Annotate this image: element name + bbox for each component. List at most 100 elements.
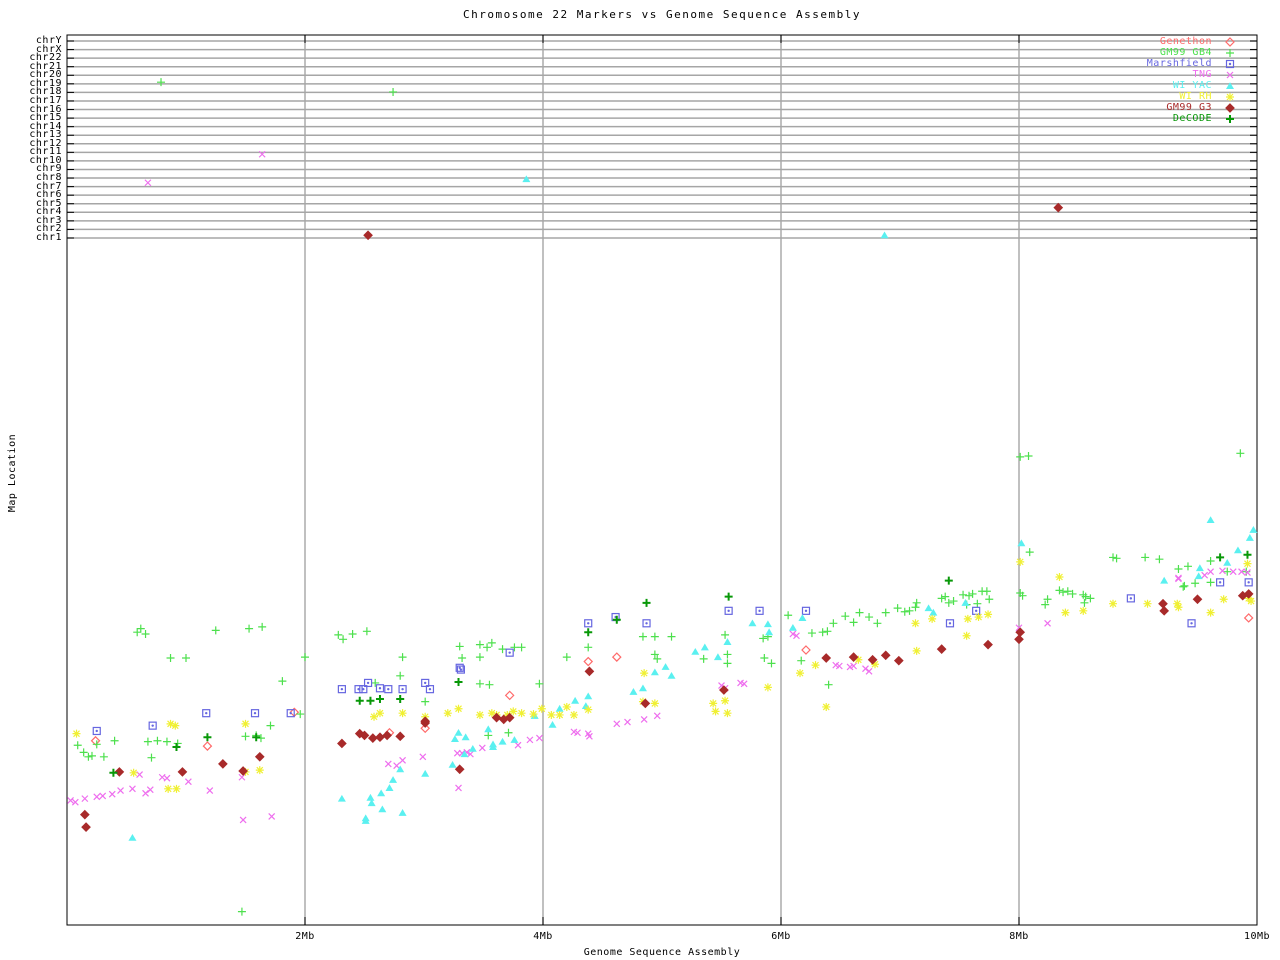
point-wi-yac bbox=[461, 733, 470, 741]
point-wi-yac bbox=[661, 663, 670, 670]
point-gm99-gb4 bbox=[865, 613, 874, 622]
point-marshfield bbox=[1126, 594, 1135, 603]
point-gm99-gb4 bbox=[841, 612, 850, 621]
point-wi-yac bbox=[489, 743, 498, 750]
point-tng bbox=[478, 744, 486, 752]
legend-marker-gm99-g3-icon bbox=[1225, 103, 1235, 113]
point-gm99-gb4 bbox=[110, 736, 119, 745]
point-marshfield bbox=[1244, 578, 1253, 587]
point-gm99-g3 bbox=[1015, 627, 1026, 638]
point-gm99-gb4 bbox=[99, 752, 108, 761]
point-marshfield bbox=[202, 709, 211, 718]
point-tng bbox=[71, 798, 79, 806]
point-gm99-g3 bbox=[848, 652, 859, 662]
point-gm99-g3 bbox=[640, 698, 651, 709]
point-tng bbox=[268, 812, 276, 820]
point-gm99-gb4 bbox=[147, 753, 156, 762]
point-wi-rh bbox=[763, 683, 772, 692]
legend-marker-genethon-icon bbox=[1225, 37, 1235, 47]
point-decode bbox=[366, 696, 375, 705]
point-wi-yac bbox=[700, 643, 709, 651]
point-gm99-gb4 bbox=[241, 732, 250, 741]
point-genethon bbox=[90, 735, 101, 746]
point-genethon bbox=[504, 690, 515, 701]
point-gm99-g3 bbox=[238, 766, 248, 776]
point-gm99-g3 bbox=[363, 230, 373, 241]
point-gm99-gb4 bbox=[475, 679, 484, 688]
point-gm99-gb4 bbox=[237, 907, 246, 916]
point-wi-yac bbox=[548, 720, 557, 728]
point-marshfield bbox=[974, 609, 978, 613]
point-gm99-gb4 bbox=[1068, 589, 1077, 598]
point-wi-yac bbox=[389, 776, 398, 783]
point-gm99-gb4 bbox=[985, 595, 994, 604]
point-gm99-gb4 bbox=[1109, 553, 1118, 562]
point-decode bbox=[454, 678, 463, 687]
point-gm99-gb4 bbox=[721, 630, 730, 639]
point-gm99-g3 bbox=[254, 751, 265, 762]
point-marshfield bbox=[587, 622, 590, 625]
point-gm99-g3 bbox=[114, 767, 125, 777]
point-gm99-gb4 bbox=[1223, 567, 1232, 576]
chr-label-chr2: chr2 bbox=[35, 223, 62, 235]
point-wi-rh bbox=[796, 669, 805, 678]
point-gm99-g3 bbox=[491, 712, 502, 723]
point-gm99-gb4 bbox=[818, 628, 827, 637]
point-gm99-g3 bbox=[81, 822, 91, 832]
point-tng bbox=[393, 762, 401, 770]
point-wi-yac bbox=[961, 599, 970, 606]
point-gm99-gb4 bbox=[584, 643, 593, 652]
point-wi-yac bbox=[448, 761, 457, 768]
point-tng bbox=[613, 720, 621, 728]
point-gm99-gb4 bbox=[348, 629, 357, 638]
point-decode bbox=[355, 696, 364, 705]
point-gm99-gb4 bbox=[278, 677, 287, 686]
point-tng bbox=[526, 736, 534, 744]
legend-marker-marshfield-icon bbox=[1225, 59, 1235, 69]
point-gm99-gb4 bbox=[1081, 592, 1090, 601]
point-marshfield bbox=[755, 606, 764, 615]
point-gm99-gb4 bbox=[823, 627, 832, 636]
point-gm99-gb4 bbox=[1179, 582, 1188, 591]
point-wi-yac bbox=[367, 799, 376, 807]
point-gm99-gb4 bbox=[79, 748, 88, 757]
point-marshfield bbox=[645, 622, 648, 625]
point-wi-rh bbox=[454, 704, 463, 713]
point-tng bbox=[536, 734, 543, 742]
legend-label-gm99-gb4: GM99 GB4 bbox=[1159, 47, 1212, 58]
point-marshfield bbox=[286, 709, 295, 718]
point-marshfield bbox=[459, 668, 463, 671]
point-decode bbox=[252, 733, 261, 742]
point-marshfield bbox=[366, 681, 370, 685]
point-wi-rh bbox=[164, 784, 173, 793]
chr-label-chr21: chr21 bbox=[29, 60, 62, 72]
point-gm99-gb4 bbox=[339, 635, 348, 644]
point-marshfield bbox=[92, 726, 101, 736]
point-gm99-g3 bbox=[1159, 605, 1170, 616]
point-wi-yac bbox=[522, 175, 531, 183]
point-wi-yac bbox=[584, 692, 593, 700]
point-marshfield bbox=[151, 724, 154, 727]
point-gm99-gb4 bbox=[829, 619, 838, 628]
point-tng bbox=[1238, 568, 1245, 576]
point-decode bbox=[1216, 553, 1225, 562]
point-tng bbox=[1201, 571, 1209, 579]
point-tng bbox=[146, 786, 154, 794]
point-gm99-gb4 bbox=[973, 599, 982, 608]
point-marshfield bbox=[508, 651, 511, 654]
point-wi-rh bbox=[1109, 599, 1118, 608]
legend-label-genethon: Genethon bbox=[1159, 36, 1212, 47]
point-marshfield bbox=[363, 678, 373, 688]
point-wi-yac bbox=[650, 668, 659, 676]
point-gm99-gb4 bbox=[767, 659, 776, 668]
point-wi-rh bbox=[547, 710, 556, 719]
point-gm99-gb4 bbox=[937, 594, 946, 603]
chr-label-chr3: chr3 bbox=[35, 214, 62, 226]
point-gm99-gb4 bbox=[136, 624, 145, 633]
point-decode bbox=[109, 768, 118, 777]
point-gm99-gb4 bbox=[296, 710, 305, 719]
point-wi-yac bbox=[763, 620, 772, 628]
point-wi-rh bbox=[555, 710, 564, 719]
point-decode bbox=[724, 592, 733, 601]
point-gm99-gb4 bbox=[458, 654, 467, 662]
